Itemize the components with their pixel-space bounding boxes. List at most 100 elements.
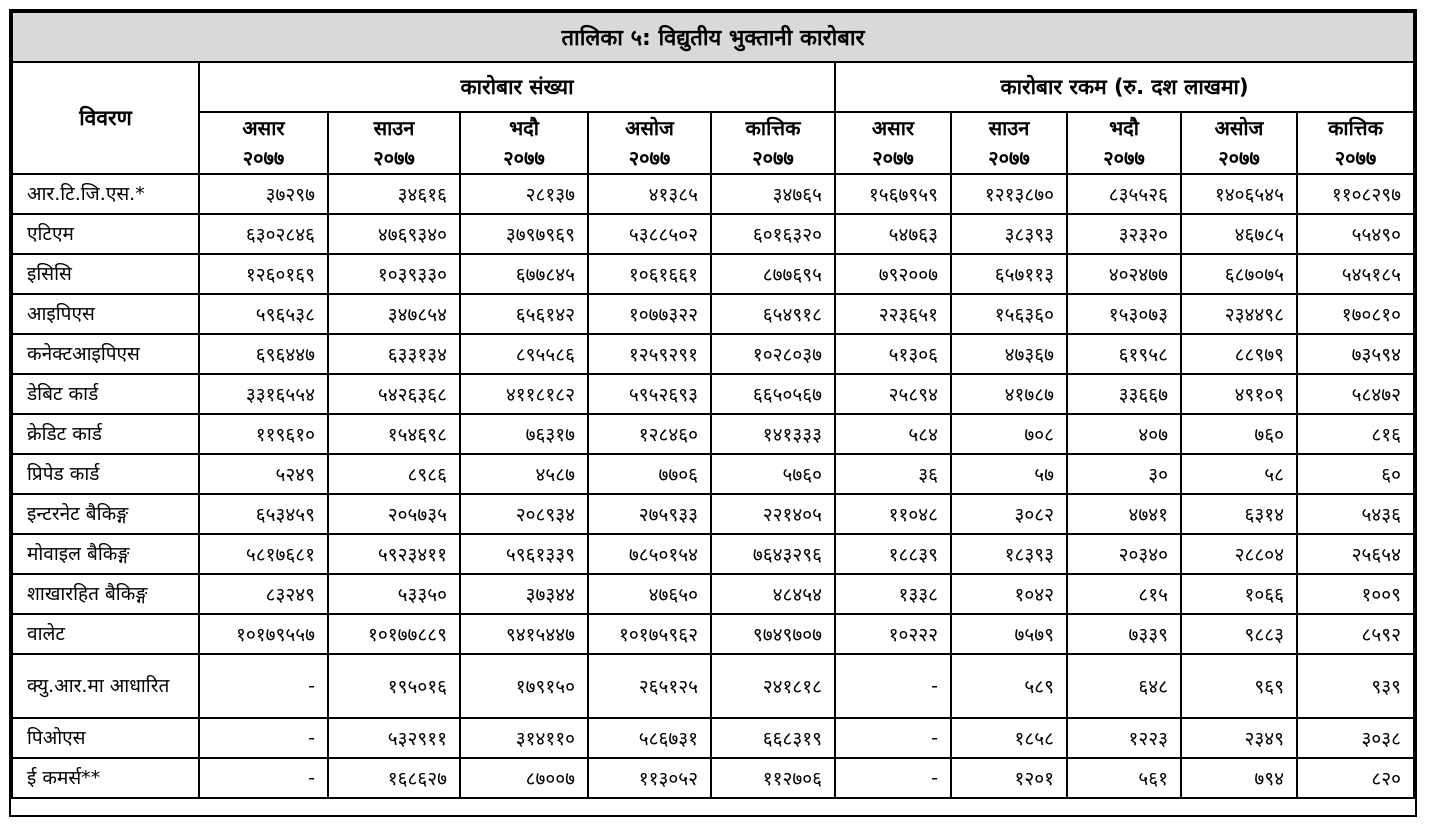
table-cell: १८५८ <box>950 717 1068 759</box>
table-cell: ५४३६ <box>1295 493 1416 535</box>
table-cell: १४१३३३ <box>710 413 836 455</box>
month-year: २०७७ <box>373 146 415 170</box>
table-cell: ११३०५२ <box>587 757 712 799</box>
row-label: पिओएस <box>11 717 200 759</box>
table-cell: ३० <box>1066 453 1182 495</box>
table-cell: ५७६० <box>710 453 836 495</box>
table-frame: तालिका ५: विद्युतीय भुक्तानी कारोबार विव… <box>9 9 1417 817</box>
table-cell: ४७३६७ <box>950 333 1068 375</box>
table-cell: ५४२६३६८ <box>327 373 461 415</box>
table-cell: ११२७०६ <box>710 757 836 799</box>
table-cell: ९४१५४४७ <box>459 613 589 655</box>
table-cell: ७७०६ <box>587 453 712 495</box>
table-cell: ४८४५४ <box>710 573 836 615</box>
table-row: एटिएम ६३०२८४६ ४७६९३४० ३७९७९६९ ५३८८५०२ ६०१६३२०… <box>11 213 1416 255</box>
month-name: साउन <box>373 116 415 140</box>
table-row: ई कमर्स** -१६८६२७ ८७००७ ११३०५२ ११२७०६-१२०१ ५६… <box>11 757 1416 799</box>
table-cell: ९७४९७०७ <box>710 613 836 655</box>
table-row: डेबिट कार्ड ३३१६५५४ ५४२६३६८ ४११८१८२ ५९५२६९३ ६… <box>11 373 1416 415</box>
month-header: भदौ २०७७ <box>1066 111 1182 175</box>
month-year: २०७७ <box>752 146 794 170</box>
table-cell: - <box>834 653 952 719</box>
table-cell: ५८९ <box>950 653 1068 719</box>
table-cell: १३३८ <box>834 573 952 615</box>
table-cell: ४७६५० <box>587 573 712 615</box>
row-label: वालेट <box>11 613 200 655</box>
table-cell: १५३०७३ <box>1066 293 1182 335</box>
month-year: २०७७ <box>242 146 285 170</box>
table-cell: - <box>834 717 952 759</box>
table-cell: १२५९२९१ <box>587 333 712 375</box>
table-cell: २८८०४ <box>1180 533 1298 575</box>
table-cell: ८३५५२६ <box>1066 173 1182 215</box>
table-cell: ७६३१७ <box>459 413 589 455</box>
table-cell: १०६१६६१ <box>587 253 712 295</box>
table-cell: ११०४८ <box>834 493 952 535</box>
table-row: वालेट १०१७९५५७ १०१७७८८९ ९४१५४४७ १०१७५९६२ ९७४९… <box>11 613 1416 655</box>
table-row: इन्टरनेट बैकिङ्ग ६५३४५९ २०५७३५ २०८९३४ २७५९३३… <box>11 493 1416 535</box>
table-cell: ५९२३४११ <box>327 533 461 575</box>
month-year: २०७७ <box>503 146 545 170</box>
table-cell: ३७२९७ <box>198 173 329 215</box>
row-label: इन्टरनेट बैकिङ्ग <box>11 493 200 535</box>
month-name: साउन <box>988 116 1030 140</box>
month-name: असोज <box>625 116 674 140</box>
table-cell: ३२३२० <box>1066 213 1182 255</box>
table-cell: ६३०२८४६ <box>198 213 329 255</box>
table-cell: १२२३ <box>1066 717 1182 759</box>
table-cell: ७३५९४ <box>1295 333 1416 375</box>
table-cell: २०५७३५ <box>327 493 461 535</box>
month-header: कात्तिक २०७७ <box>1295 111 1416 175</box>
table-row: क्यु.आर.मा आधारित -१९५०१६ १७९१५० २६५१२५ २४१८… <box>11 653 1416 719</box>
table-cell: ६९६४४७ <box>198 333 329 375</box>
table-cell: ९३९ <box>1295 653 1416 719</box>
table-cell: ११९६१० <box>198 413 329 455</box>
row-label: एटिएम <box>11 213 200 255</box>
table-cell: ५२४९ <box>198 453 329 495</box>
table-cell: ५९६५३८ <box>198 293 329 335</box>
table-cell: ५३२९११ <box>327 717 461 759</box>
table-row: आर.टि.जि.एस.* ३७२९७ ३४६१६ २८१३७ ४१३८५ ३४७६५ १५… <box>11 173 1416 215</box>
table-cell: ३४७८५४ <box>327 293 461 335</box>
table-cell: ८९८६ <box>327 453 461 495</box>
table-cell: ५४५१८५ <box>1295 253 1416 295</box>
month-name: असार <box>871 116 915 140</box>
table-cell: ५७ <box>950 453 1068 495</box>
group-header-count: कारोबार संख्या <box>198 61 836 113</box>
table-cell: १०७७३२२ <box>587 293 712 335</box>
month-year: २०७७ <box>988 146 1030 170</box>
month-year: २०७७ <box>1218 146 1260 170</box>
table-cell: ८५९२ <box>1295 613 1416 655</box>
table-row: आइपिएस ५९६५३८ ३४७८५४ ६५६१४२ १०७७३२२ ६५४९१८ २२३… <box>11 293 1416 335</box>
month-name: भदौ <box>509 116 539 140</box>
table-cell: ६८७०७५ <box>1180 253 1298 295</box>
table-row: शाखारहित बैकिङ्ग ८३२४९ ५३३५० ३७३४४ ४७६५० ४८४५… <box>11 573 1416 615</box>
table-cell: १८३९३ <box>950 533 1068 575</box>
table-cell: ६३१४ <box>1180 493 1298 535</box>
table-cell: ३०८२ <box>950 493 1068 535</box>
table-cell: १०२८०३७ <box>710 333 836 375</box>
table-cell: ३०३८ <box>1295 717 1416 759</box>
table-row: पिओएस -५३२९११ ३१४११० ५८६७३१ ६६८३१९-१८५८ १२२३ २… <box>11 717 1416 759</box>
table-cell: १०२२२ <box>834 613 952 655</box>
table-cell: ५१३०६ <box>834 333 952 375</box>
row-label: प्रिपेड कार्ड <box>11 453 200 495</box>
table-cell: - <box>198 653 329 719</box>
table-cell: १८८३९ <box>834 533 952 575</box>
table-cell: १७०८१० <box>1295 293 1416 335</box>
table-cell: ६५३४५९ <box>198 493 329 535</box>
table-cell: ७६४३२९६ <box>710 533 836 575</box>
table-cell: २६५१२५ <box>587 653 712 719</box>
table-cell: ६५४९१८ <box>710 293 836 335</box>
table-cell: १९५०१६ <box>327 653 461 719</box>
table-cell: ५९५२६९३ <box>587 373 712 415</box>
table-cell: १२८४६० <box>587 413 712 455</box>
table-cell: १६८६२७ <box>327 757 461 799</box>
month-name: कात्तिक <box>745 116 801 140</box>
table-row: कनेक्टआइपिएस ६९६४४७ ६३३१३४ ८९५५८६ १२५९२९१ १०२… <box>11 333 1416 375</box>
table-cell: ६५७११३ <box>950 253 1068 295</box>
table-cell: ५३८८५०२ <box>587 213 712 255</box>
table-cell: २३४९ <box>1180 717 1298 759</box>
table-cell: ७६० <box>1180 413 1298 455</box>
table-cell: १२०१ <box>950 757 1068 799</box>
